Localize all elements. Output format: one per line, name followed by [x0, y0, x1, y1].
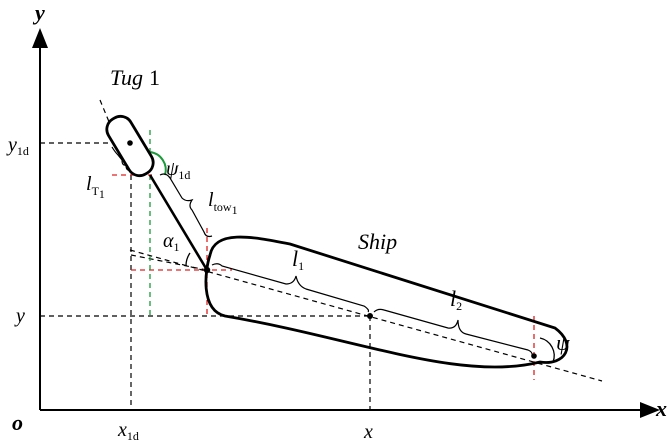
tow-point	[203, 266, 211, 274]
x1d-tick-label: x1d	[117, 419, 139, 443]
l1-brace	[211, 263, 370, 313]
psi1d-angle-arc	[149, 151, 167, 176]
y1d-tick-label: y1d	[6, 134, 29, 158]
lT-label: lT1	[86, 173, 105, 201]
ship-label: Ship	[358, 229, 397, 254]
ltow-brace	[159, 173, 213, 238]
tug-body	[105, 114, 155, 178]
alpha-reference-line	[130, 254, 208, 271]
psi-angle-arc	[539, 337, 555, 363]
origin-label: o	[12, 410, 23, 435]
l2-brace	[373, 308, 533, 357]
tug-center-point	[127, 140, 133, 146]
tug-label: Tug 1	[110, 65, 160, 90]
ship-hull	[204, 235, 569, 369]
alpha-angle-arc	[185, 252, 191, 267]
tow-line	[148, 174, 209, 271]
x-tick-label: x	[363, 421, 373, 443]
l2-label: l2	[450, 286, 462, 313]
lT-brace	[111, 146, 135, 176]
psi1d-label: ψ1d	[166, 158, 190, 182]
x-axis-label: x	[655, 396, 667, 421]
y-tick-label: y	[14, 305, 25, 327]
y-axis-arrow-icon	[32, 28, 48, 48]
x-axis-arrow-icon	[640, 402, 660, 418]
ship-center-point	[367, 313, 373, 319]
ltow-label: ltow1	[208, 189, 238, 217]
y-axis-label: y	[32, 0, 45, 25]
ship-centerline	[129, 249, 603, 382]
l1-label: l1	[292, 246, 304, 273]
alpha-label: α1	[163, 230, 180, 254]
psi-label: ψ	[556, 330, 570, 355]
